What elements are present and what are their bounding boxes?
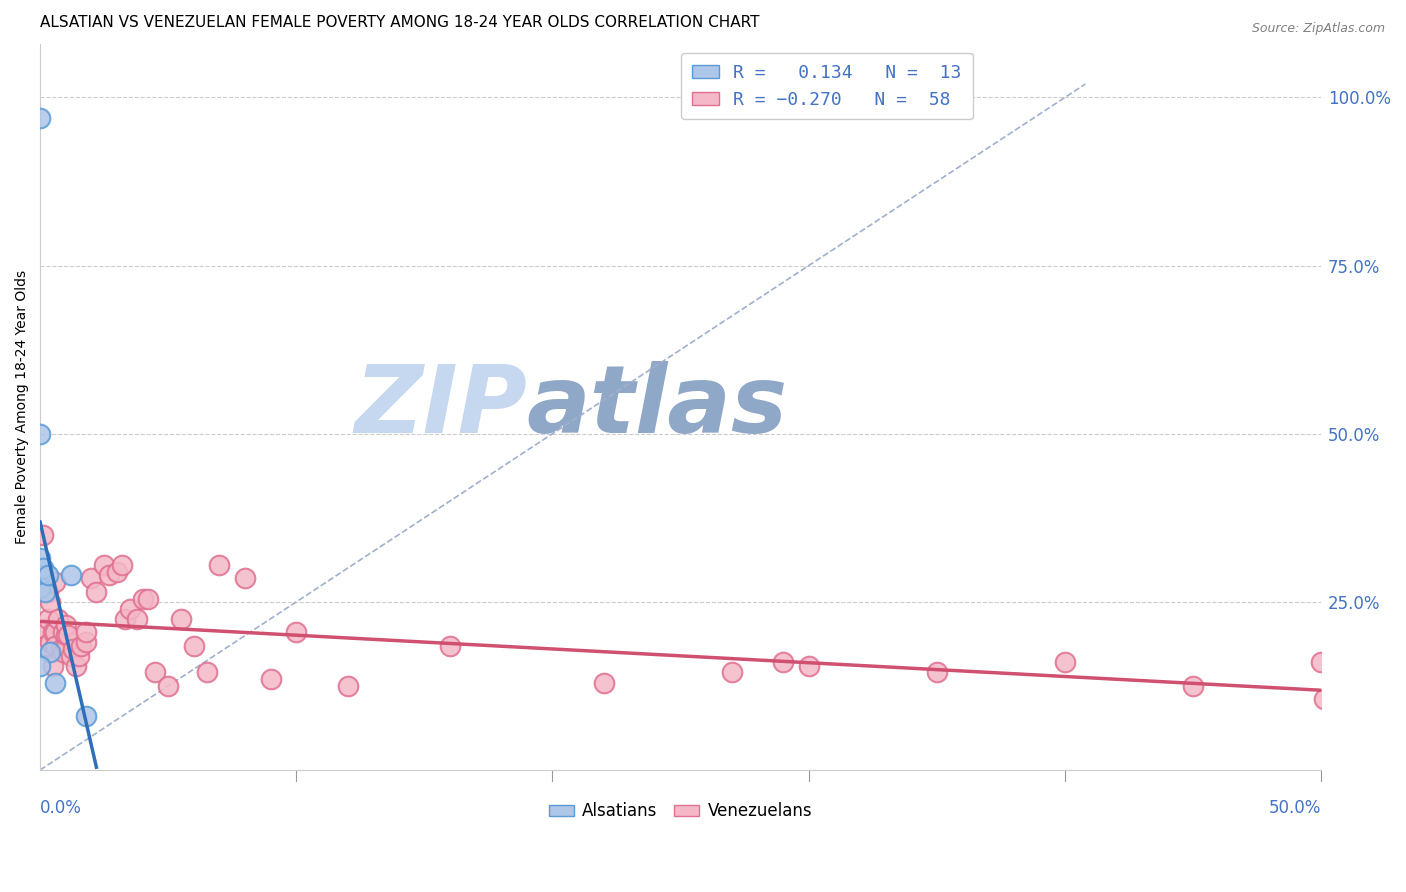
Point xyxy=(157,679,180,693)
Point xyxy=(30,582,52,596)
Point xyxy=(30,658,52,673)
Point xyxy=(720,665,742,680)
Point xyxy=(59,648,82,663)
Point xyxy=(925,665,948,680)
Point xyxy=(114,612,136,626)
Point xyxy=(42,658,65,673)
Point xyxy=(797,658,820,673)
Point xyxy=(46,612,69,626)
Point xyxy=(44,625,66,640)
Point xyxy=(31,527,53,541)
Point xyxy=(260,672,283,686)
Text: 50.0%: 50.0% xyxy=(1268,799,1322,817)
Point xyxy=(336,679,359,693)
Point xyxy=(70,639,93,653)
Point xyxy=(37,568,59,582)
Point xyxy=(55,639,77,653)
Point xyxy=(30,568,52,582)
Point xyxy=(1310,656,1333,670)
Text: atlas: atlas xyxy=(527,361,789,453)
Point xyxy=(55,618,77,632)
Point xyxy=(52,625,75,640)
Point xyxy=(49,642,72,657)
Point xyxy=(233,571,256,585)
Text: ALSATIAN VS VENEZUELAN FEMALE POVERTY AMONG 18-24 YEAR OLDS CORRELATION CHART: ALSATIAN VS VENEZUELAN FEMALE POVERTY AM… xyxy=(41,15,759,30)
Legend: Alsatians, Venezuelans: Alsatians, Venezuelans xyxy=(543,796,818,827)
Point xyxy=(136,591,159,606)
Point xyxy=(44,639,66,653)
Point xyxy=(42,625,65,640)
Point xyxy=(55,628,77,642)
Point xyxy=(62,642,84,657)
Point xyxy=(195,665,218,680)
Point xyxy=(105,565,128,579)
Point xyxy=(34,622,56,636)
Point xyxy=(37,612,59,626)
Point xyxy=(285,625,308,640)
Point xyxy=(98,568,121,582)
Point xyxy=(44,675,66,690)
Point xyxy=(59,568,82,582)
Point xyxy=(75,625,97,640)
Point xyxy=(183,639,205,653)
Point xyxy=(52,645,75,659)
Point xyxy=(30,111,52,125)
Point xyxy=(30,551,52,566)
Text: 0.0%: 0.0% xyxy=(41,799,82,817)
Point xyxy=(75,635,97,649)
Point xyxy=(93,558,115,572)
Point xyxy=(208,558,231,572)
Point xyxy=(127,612,149,626)
Point xyxy=(772,656,794,670)
Point xyxy=(170,612,193,626)
Point xyxy=(67,648,90,663)
Point xyxy=(39,595,62,609)
Y-axis label: Female Poverty Among 18-24 Year Olds: Female Poverty Among 18-24 Year Olds xyxy=(15,269,30,544)
Point xyxy=(86,584,108,599)
Point xyxy=(39,645,62,659)
Point xyxy=(439,639,461,653)
Point xyxy=(34,639,56,653)
Text: Source: ZipAtlas.com: Source: ZipAtlas.com xyxy=(1251,22,1385,36)
Point xyxy=(145,665,167,680)
Point xyxy=(592,675,614,690)
Point xyxy=(58,628,80,642)
Point xyxy=(34,584,56,599)
Point xyxy=(131,591,153,606)
Point xyxy=(65,658,87,673)
Point xyxy=(44,574,66,589)
Point xyxy=(30,426,52,441)
Point xyxy=(1312,692,1334,706)
Point xyxy=(1181,679,1204,693)
Point xyxy=(31,561,53,575)
Point xyxy=(37,584,59,599)
Point xyxy=(111,558,134,572)
Point xyxy=(1053,656,1076,670)
Point xyxy=(118,601,141,615)
Point xyxy=(75,709,97,723)
Text: ZIP: ZIP xyxy=(354,361,527,453)
Point xyxy=(39,635,62,649)
Point xyxy=(80,571,103,585)
